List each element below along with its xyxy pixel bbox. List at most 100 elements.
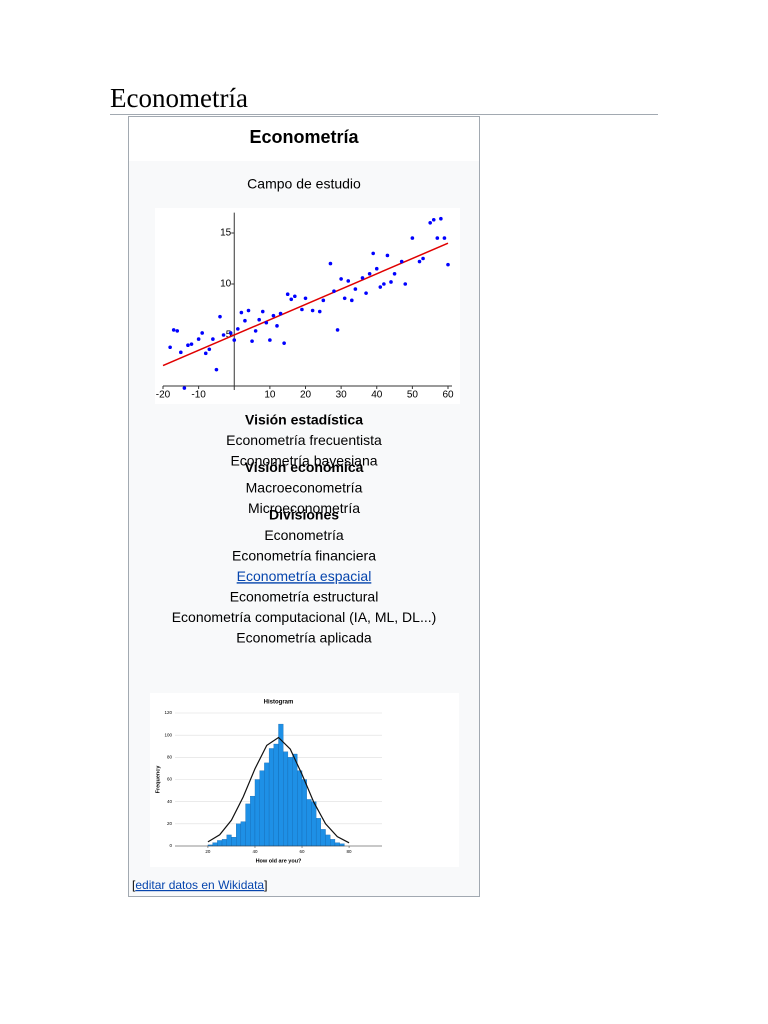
infobox-subtitle: Campo de estudio: [247, 176, 361, 192]
scatter-point: [275, 324, 279, 328]
scatter-point: [385, 253, 390, 258]
scatter-point: [431, 217, 436, 222]
scatter-point: [168, 345, 172, 350]
histogram-bar: [339, 843, 345, 847]
section-item: Econometría: [264, 527, 344, 543]
scatter-point: [364, 291, 368, 295]
x-tick-label: 60: [442, 390, 454, 401]
scatter-point: [300, 307, 304, 312]
fit-curve: [207, 736, 350, 844]
y-tick-label: 20: [167, 821, 173, 826]
x-tick-label: -10: [191, 390, 206, 401]
scatter-point: [239, 310, 244, 315]
scatter-point: [378, 285, 383, 289]
scatter-point: [317, 309, 322, 314]
x-tick-label: 20: [300, 390, 312, 401]
scatter-point: [282, 341, 286, 345]
scatter-point: [367, 272, 372, 276]
scatter-point: [399, 259, 404, 264]
y-tick-label: 15: [220, 228, 232, 239]
scatter-point: [236, 327, 240, 331]
infobox-header: [129, 117, 479, 161]
fit-line: [162, 242, 449, 367]
x-tick-label: -20: [156, 390, 171, 401]
histogram-bar: [315, 818, 321, 847]
histogram-bar: [320, 829, 326, 847]
scatter-point: [403, 282, 408, 286]
scatter-point: [179, 350, 183, 355]
histogram-bar: [311, 801, 317, 847]
section-link[interactable]: Econometría espacial: [237, 568, 372, 584]
scatter-point: [389, 280, 393, 284]
y-tick-label: 100: [164, 732, 172, 737]
scatter-point: [253, 329, 258, 333]
scatter-point: [442, 236, 447, 240]
scatter-point: [171, 328, 176, 332]
scatter-point: [196, 337, 201, 341]
x-tick-label: 20: [205, 849, 211, 854]
x-tick-label: 30: [336, 390, 348, 401]
bracket: [: [132, 878, 136, 892]
histogram-bar: [278, 723, 284, 847]
section-item: Econometría financiera: [232, 548, 376, 564]
scatter-point: [342, 296, 347, 301]
scatter-point: [189, 342, 194, 346]
scatter-point: [439, 216, 443, 221]
histogram-title: Histogram: [264, 700, 294, 706]
scatter-point: [332, 289, 336, 293]
scatter-point: [446, 262, 450, 267]
y-tick-label: 120: [164, 710, 172, 715]
x-tick-label: 10: [264, 390, 276, 401]
y-tick-label: 10: [220, 279, 232, 290]
scatter-point: [186, 343, 190, 348]
histogram-bar: [212, 842, 218, 847]
scatter-point: [382, 282, 386, 286]
x-tick-label: 50: [407, 390, 419, 401]
scatter-point: [250, 339, 254, 343]
scatter-point: [346, 279, 351, 283]
histogram-bar: [221, 839, 227, 847]
bracket: ]: [264, 878, 267, 892]
y-tick-label: 5: [226, 330, 232, 341]
histogram-bar: [273, 743, 279, 847]
histogram-bar: [236, 823, 242, 847]
section-item: Econometría estructural: [230, 589, 379, 605]
scatter-point: [353, 287, 358, 291]
scatter-point: [293, 294, 297, 299]
histogram-bar: [240, 821, 246, 847]
scatter-point: [328, 261, 333, 266]
scatter-point: [228, 331, 233, 335]
scatter-point: [360, 276, 365, 280]
histogram-bar: [259, 770, 265, 847]
scatter-point: [218, 314, 222, 319]
scatter-point: [417, 259, 422, 264]
scatter-point: [435, 236, 440, 240]
histogram-bar: [325, 834, 331, 847]
scatter-point: [175, 329, 180, 333]
y-tick-label: 40: [167, 799, 173, 804]
scatter-point: [289, 297, 294, 302]
scatter-point: [339, 277, 343, 281]
histogram-bar: [217, 840, 223, 847]
x-tick-label: 80: [347, 849, 353, 854]
y-axis-label: Frequency: [155, 765, 161, 794]
scatter-point: [303, 296, 308, 301]
scatter-point: [243, 318, 247, 323]
scatter-point: [182, 386, 187, 390]
histogram-bar: [254, 779, 260, 847]
y-tick-label: 0: [169, 843, 172, 848]
wikidata-link[interactable]: editar datos en Wikidata: [135, 878, 264, 892]
histogram-bar: [268, 748, 274, 847]
scatter-point: [371, 251, 375, 256]
page-title: Econometría: [110, 83, 248, 113]
scatter-point: [268, 338, 272, 342]
histogram-bar: [250, 795, 256, 847]
scatter-point: [221, 333, 226, 337]
scatter-point: [211, 337, 215, 341]
scatter-point: [246, 308, 251, 313]
section-item: Econometría computacional (IA, ML, DL...…: [172, 609, 437, 625]
x-tick-label: 40: [371, 390, 383, 401]
histogram-bar: [306, 799, 312, 847]
histogram-bar: [287, 757, 293, 847]
section-item: Econometría bayesiana: [230, 453, 377, 469]
